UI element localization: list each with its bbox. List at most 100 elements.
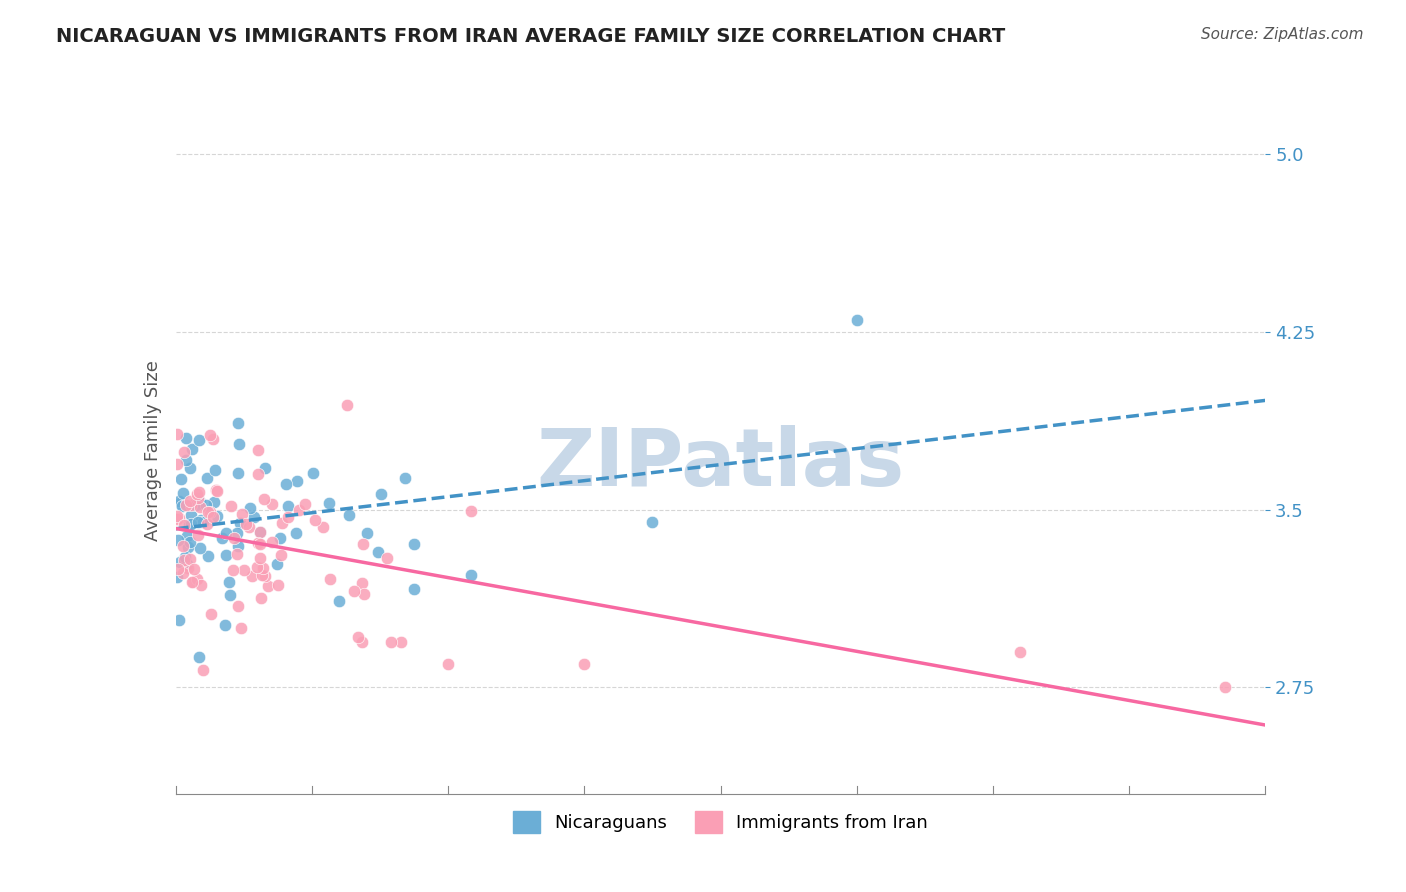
- Point: [235, 517, 257, 532]
- Point: [179, 516, 201, 531]
- Point: [352, 537, 374, 551]
- Point: [188, 433, 211, 447]
- Point: [190, 541, 212, 555]
- Point: [277, 499, 299, 513]
- Point: [274, 476, 297, 491]
- Point: [172, 566, 194, 580]
- Point: [266, 578, 288, 592]
- Point: [336, 398, 359, 412]
- Point: [180, 508, 202, 523]
- Point: [367, 544, 389, 558]
- Point: [402, 537, 425, 551]
- Point: [312, 519, 335, 533]
- Point: [176, 557, 198, 571]
- Text: NICARAGUAN VS IMMIGRANTS FROM IRAN AVERAGE FAMILY SIZE CORRELATION CHART: NICARAGUAN VS IMMIGRANTS FROM IRAN AVERA…: [56, 27, 1005, 45]
- Point: [177, 561, 200, 575]
- Point: [250, 591, 273, 606]
- Point: [219, 499, 242, 513]
- Point: [229, 516, 252, 531]
- Point: [260, 534, 283, 549]
- Y-axis label: Average Family Size: Average Family Size: [143, 360, 162, 541]
- Point: [370, 486, 392, 500]
- Point: [180, 575, 202, 590]
- Point: [301, 466, 323, 480]
- Point: [191, 515, 214, 529]
- Point: [437, 657, 460, 671]
- Point: [194, 498, 217, 512]
- Point: [167, 494, 190, 508]
- Point: [641, 515, 664, 529]
- Text: Source: ZipAtlas.com: Source: ZipAtlas.com: [1201, 27, 1364, 42]
- Point: [226, 547, 249, 561]
- Point: [249, 550, 271, 565]
- Point: [319, 572, 342, 586]
- Point: [218, 575, 240, 590]
- Point: [173, 553, 195, 567]
- Point: [252, 561, 274, 575]
- Point: [204, 463, 226, 477]
- Point: [200, 607, 222, 621]
- Point: [288, 503, 311, 517]
- Point: [211, 531, 233, 545]
- Point: [198, 428, 221, 442]
- Point: [270, 548, 292, 562]
- Point: [337, 508, 360, 523]
- Point: [186, 572, 208, 586]
- Point: [166, 570, 188, 584]
- Point: [174, 432, 197, 446]
- Point: [269, 531, 291, 545]
- Point: [845, 313, 868, 327]
- Point: [187, 484, 209, 499]
- Point: [166, 508, 188, 523]
- Point: [173, 549, 195, 564]
- Point: [187, 491, 209, 506]
- Point: [343, 584, 366, 599]
- Point: [169, 555, 191, 569]
- Point: [167, 533, 190, 548]
- Point: [249, 537, 271, 551]
- Point: [170, 472, 193, 486]
- Point: [222, 563, 245, 577]
- Point: [243, 509, 266, 524]
- Point: [174, 453, 197, 467]
- Point: [226, 466, 249, 480]
- Point: [353, 587, 375, 601]
- Point: [179, 535, 201, 549]
- Point: [238, 520, 260, 534]
- Point: [224, 531, 246, 545]
- Point: [173, 518, 195, 533]
- Point: [346, 630, 368, 644]
- Legend: Nicaraguans, Immigrants from Iran: Nicaraguans, Immigrants from Iran: [506, 804, 935, 839]
- Point: [198, 505, 221, 519]
- Point: [380, 635, 402, 649]
- Point: [166, 457, 188, 471]
- Point: [250, 568, 273, 582]
- Point: [389, 635, 412, 649]
- Point: [1010, 645, 1032, 659]
- Point: [166, 511, 188, 525]
- Point: [197, 505, 219, 519]
- Point: [249, 524, 271, 539]
- Point: [169, 495, 191, 509]
- Point: [284, 526, 307, 541]
- Point: [350, 576, 373, 591]
- Point: [183, 562, 205, 576]
- Point: [574, 657, 596, 671]
- Point: [270, 516, 292, 530]
- Point: [240, 568, 263, 582]
- Point: [277, 510, 299, 524]
- Point: [172, 486, 194, 500]
- Point: [257, 579, 280, 593]
- Point: [253, 492, 276, 507]
- Point: [249, 524, 271, 539]
- Point: [197, 549, 219, 563]
- Point: [167, 613, 190, 627]
- Point: [205, 509, 228, 524]
- Point: [356, 526, 378, 541]
- Point: [190, 494, 212, 508]
- Point: [190, 513, 212, 527]
- Point: [304, 513, 326, 527]
- Point: [1213, 681, 1236, 695]
- Point: [266, 558, 288, 572]
- Point: [179, 552, 201, 566]
